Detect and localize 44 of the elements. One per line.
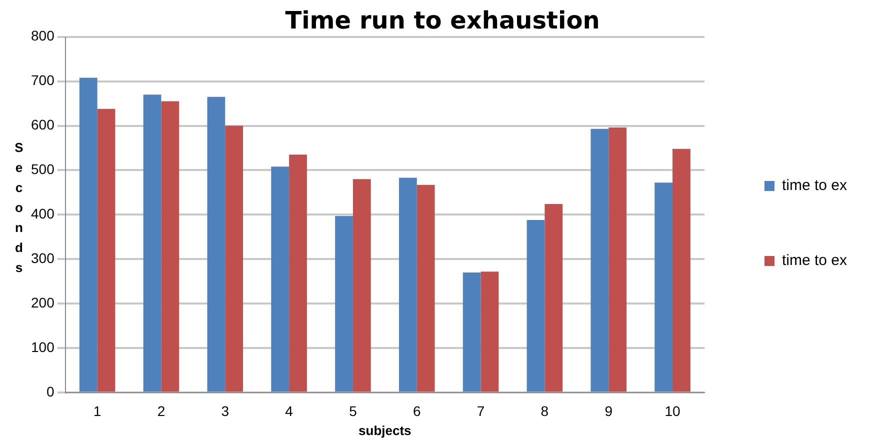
bar	[79, 78, 98, 392]
bar	[416, 184, 435, 392]
x-tick-label: 1	[93, 402, 102, 419]
x-tick-label: 4	[285, 402, 294, 419]
bar	[544, 204, 563, 392]
x-axis-title: subjects	[358, 422, 412, 438]
x-tick-label: 10	[664, 402, 681, 419]
x-tick-label: 7	[476, 402, 485, 419]
y-tick-label: 200	[31, 294, 55, 311]
bar	[398, 178, 417, 392]
bar	[608, 128, 627, 392]
y-tick-label: 300	[31, 250, 55, 266]
y-tick-label: 700	[31, 72, 55, 88]
bar	[143, 94, 162, 392]
y-tick-label: 800	[31, 28, 55, 44]
bar	[335, 216, 353, 392]
x-tick-label: 8	[540, 402, 549, 419]
legend-label: time to ex	[782, 177, 848, 194]
bar	[97, 108, 116, 392]
bar	[271, 166, 290, 392]
bar	[352, 179, 371, 392]
bar	[289, 154, 307, 392]
x-tick-label: 3	[221, 402, 230, 419]
bar	[654, 182, 673, 392]
y-tick-label: 100	[31, 338, 55, 355]
bar	[462, 272, 481, 392]
chart-title: Time run to exhaustion	[285, 6, 600, 35]
y-tick-label: 0	[46, 383, 55, 400]
bar	[207, 96, 226, 392]
bar	[526, 220, 545, 392]
x-tick-label: 5	[349, 402, 358, 419]
y-tick-label: 600	[31, 116, 55, 133]
bar	[225, 126, 244, 392]
x-tick-label: 9	[604, 402, 613, 419]
legend-label: time to ex	[782, 252, 848, 270]
bar	[672, 148, 690, 392]
x-tick-label: 6	[412, 402, 421, 419]
bar	[161, 101, 180, 392]
y-tick-label: 400	[31, 206, 55, 222]
y-axis-title: Seconds	[14, 139, 24, 277]
bar	[590, 128, 609, 392]
bar	[480, 272, 499, 392]
y-tick-label: 500	[31, 161, 55, 178]
x-tick-label: 2	[157, 402, 166, 419]
